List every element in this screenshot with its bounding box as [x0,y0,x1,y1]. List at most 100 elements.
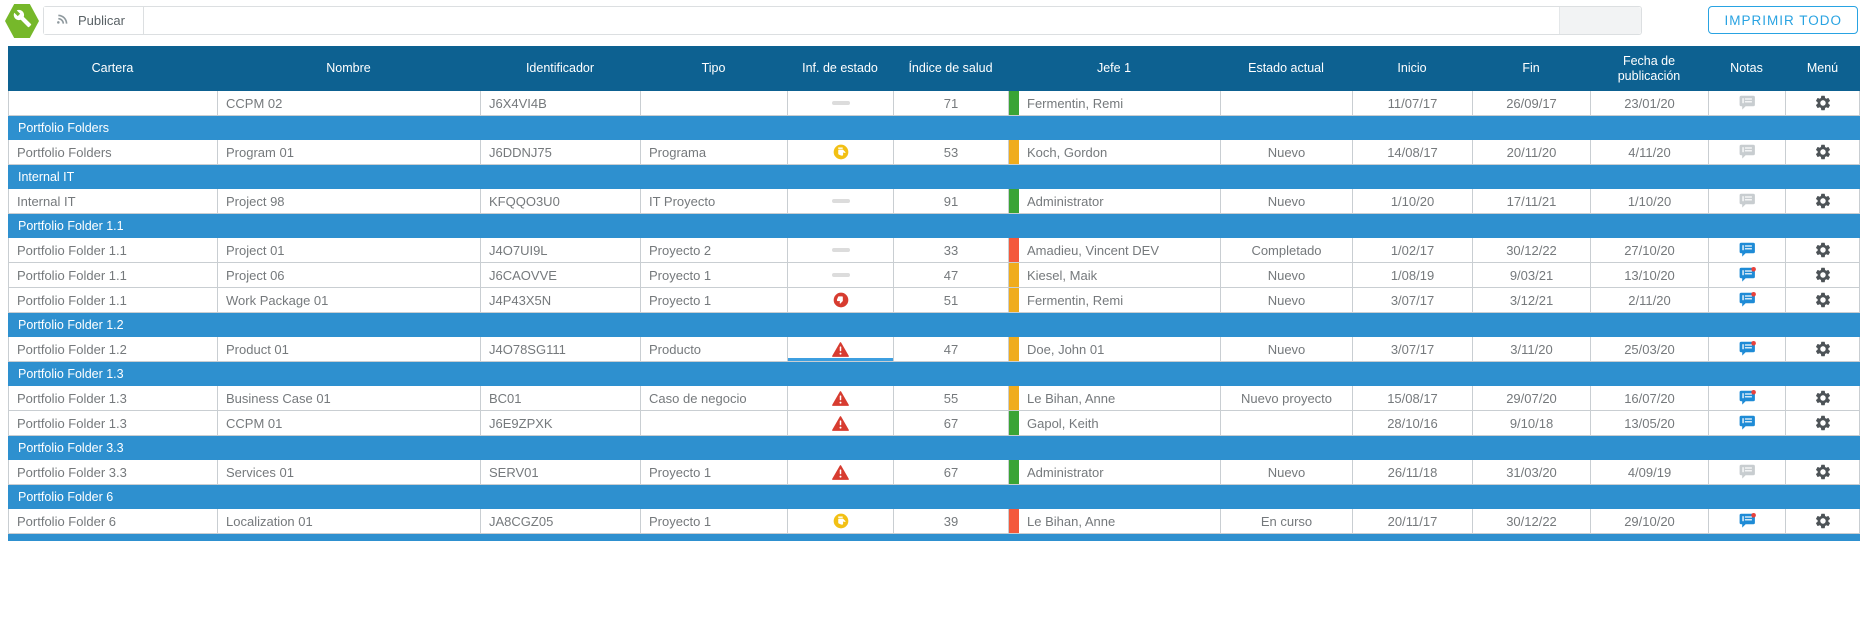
thumb-sideways-icon[interactable] [788,509,893,533]
gear-icon[interactable] [1786,337,1859,361]
group-label: Portfolio Folder 3.3 [18,441,124,455]
cell-manager: Fermentin, Remi [1008,91,1220,115]
publish-button-label: Publicar [78,13,125,28]
cell-manager: Fermentin, Remi [1008,288,1220,312]
gear-icon[interactable] [1786,411,1859,435]
note-blue-unread-icon[interactable] [1709,263,1785,287]
cell-cartera: Portfolio Folder 1.1 [8,288,217,312]
cell-menu [1785,411,1860,435]
gear-icon[interactable] [1786,460,1859,484]
cell-cartera: Portfolio Folder 6 [8,509,217,533]
column-header-menu[interactable]: Menú [1806,61,1839,75]
cell-status-report [787,386,893,410]
portfolio-table: Cartera Nombre Identificador Tipo Inf. de es… [8,46,1860,534]
gear-icon[interactable] [1786,91,1859,115]
cell-publish-date: 29/10/20 [1590,509,1708,533]
cell-notes [1708,91,1785,115]
table-row[interactable]: Portfolio Folder 1.1 Project 01 J4O7UI9L Pr… [8,238,1860,263]
group-row[interactable]: Portfolio Folder 1.1 [8,214,1860,238]
cell-end-date: 3/11/20 [1472,337,1590,361]
partial-group-row[interactable] [8,534,1860,541]
cell-menu [1785,238,1860,262]
alert-triangle-icon[interactable] [788,386,893,410]
alert-triangle-icon[interactable] [788,337,893,361]
cell-cartera: Internal IT [8,189,217,213]
column-header-jefe-1[interactable]: Jefe 1 [1096,61,1132,75]
table-row[interactable]: Portfolio Folder 3.3 Services 01 SERV01 Pro… [8,460,1860,485]
toolbar-empty-segment [1559,7,1641,34]
table-row[interactable]: CCPM 02 J6X4VI4B 71 Fermentin, Remi 11/07/17… [8,91,1860,116]
table-row[interactable]: Portfolio Folder 1.2 Product 01 J4O78SG111… [8,337,1860,362]
print-all-button[interactable]: IMPRIMIR TODO [1708,6,1858,34]
cell-start-date: 3/07/17 [1352,337,1472,361]
gear-icon[interactable] [1786,509,1859,533]
column-header-nombre[interactable]: Nombre [326,61,371,75]
group-row[interactable]: Portfolio Folder 1.2 [8,313,1860,337]
group-row[interactable]: Portfolio Folder 1.3 [8,362,1860,386]
group-row[interactable]: Portfolio Folders [8,116,1860,140]
thumb-sideways-icon[interactable] [788,140,893,164]
table-row[interactable]: Internal IT Project 98 KFQQO3U0 IT Proyecto… [8,189,1860,214]
alert-triangle-icon[interactable] [788,411,893,435]
group-label: Portfolio Folder 1.1 [18,219,124,233]
cell-menu [1785,337,1860,361]
health-color-bar [1009,411,1019,435]
note-blue-icon[interactable] [1709,411,1785,435]
gear-icon[interactable] [1786,386,1859,410]
column-header-indice-de-salud[interactable]: Índice de salud [908,61,993,75]
group-row[interactable]: Internal IT [8,165,1860,189]
note-gray-icon[interactable] [1709,140,1785,164]
column-header-cartera[interactable]: Cartera [91,61,134,75]
publish-button[interactable]: Publicar [44,7,144,34]
group-row[interactable]: Portfolio Folder 6 [8,485,1860,509]
alert-triangle-icon[interactable] [788,460,893,484]
note-gray-icon[interactable] [1709,91,1785,115]
cell-menu [1785,263,1860,287]
column-header-identificador[interactable]: Identificador [525,61,595,75]
cell-nombre: Project 98 [217,189,480,213]
note-gray-icon[interactable] [1709,189,1785,213]
cell-start-date: 15/08/17 [1352,386,1472,410]
gear-icon[interactable] [1786,140,1859,164]
table-row[interactable]: Portfolio Folder 1.3 CCPM 01 J6E9ZPXK 67 Gap… [8,411,1860,436]
gear-icon[interactable] [1786,288,1859,312]
note-blue-icon[interactable] [1709,238,1785,262]
column-header-inf-de-estado[interactable]: Inf. de estado [802,61,878,75]
table-row[interactable]: Portfolio Folder 1.1 Work Package 01 J4P43… [8,288,1860,313]
manager-name: Kiesel, Maik [1027,267,1098,283]
group-label: Portfolio Folder 1.3 [18,367,124,381]
note-gray-icon[interactable] [1709,460,1785,484]
cell-menu [1785,288,1860,312]
column-header-estado-actual[interactable]: Estado actual [1248,61,1324,75]
column-header-tipo[interactable]: Tipo [701,61,726,75]
table-row[interactable]: Portfolio Folder 1.3 Business Case 01 BC01… [8,386,1860,411]
gear-icon[interactable] [1786,238,1859,262]
group-row[interactable]: Portfolio Folder 3.3 [8,436,1860,460]
manager-name: Fermentin, Remi [1027,292,1124,308]
note-blue-unread-icon[interactable] [1709,386,1785,410]
column-header-fecha-de-publicacion[interactable]: Fecha de publicación [1617,53,1681,83]
manager-name: Amadieu, Vincent DEV [1027,242,1159,258]
column-header-notas[interactable]: Notas [1730,61,1763,75]
gear-icon[interactable] [1786,263,1859,287]
note-blue-unread-icon[interactable] [1709,337,1785,361]
cell-identificador: J6X4VI4B [480,91,640,115]
cell-health-index: 67 [893,460,1008,484]
note-blue-unread-icon[interactable] [1709,288,1785,312]
cell-tipo [640,411,787,435]
column-header-inicio[interactable]: Inicio [1397,61,1427,75]
table-row[interactable]: Portfolio Folder 1.1 Project 06 J6CAOVVE Pr… [8,263,1860,288]
thumb-down-icon[interactable] [788,288,893,312]
app-logo[interactable] [5,4,39,38]
cell-manager: Doe, John 01 [1008,337,1220,361]
cell-nombre: Project 01 [217,238,480,262]
cell-publish-date: 16/07/20 [1590,386,1708,410]
cell-menu [1785,91,1860,115]
note-blue-unread-icon[interactable] [1709,509,1785,533]
table-row[interactable]: Portfolio Folder 6 Localization 01 JA8CGZ0… [8,509,1860,534]
column-header-fin[interactable]: Fin [1522,61,1540,75]
table-row[interactable]: Portfolio Folders Program 01 J6DDNJ75 Progr… [8,140,1860,165]
cell-publish-date: 25/03/20 [1590,337,1708,361]
dash-icon [788,189,893,213]
gear-icon[interactable] [1786,189,1859,213]
